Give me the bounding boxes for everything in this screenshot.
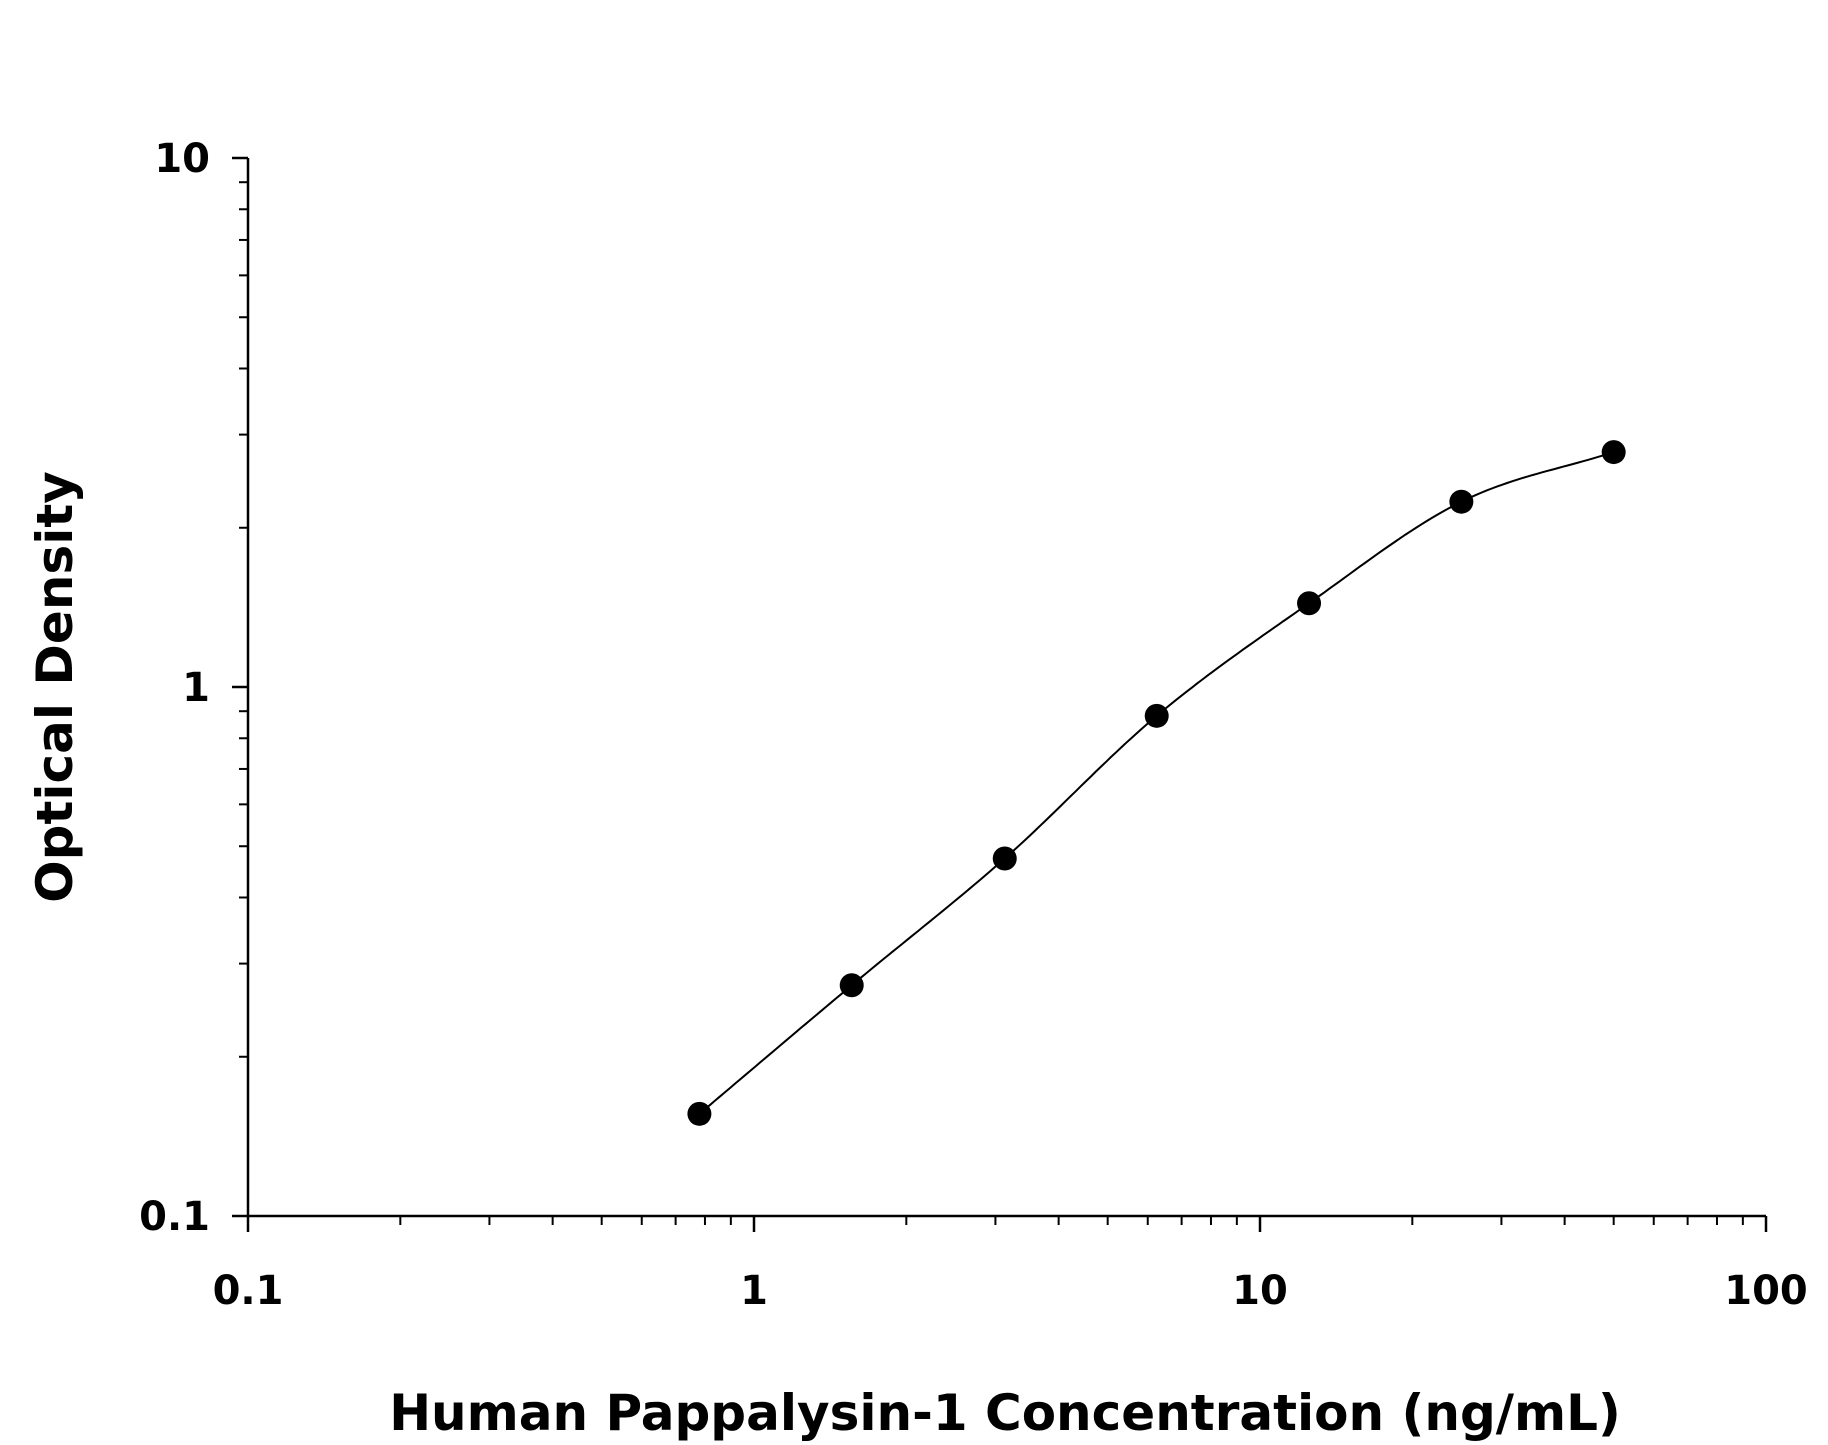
data-point xyxy=(1601,440,1626,465)
y-axis-title: Optical Density xyxy=(26,471,84,903)
x-tick-label: 10 xyxy=(1232,1268,1288,1314)
data-point xyxy=(1144,703,1169,728)
data-point xyxy=(992,846,1017,871)
y-ticks xyxy=(232,156,248,1218)
data-point xyxy=(839,973,864,998)
x-tick-labels: 0.1 1 10 100 xyxy=(213,1268,1808,1314)
data-points xyxy=(687,440,1626,1126)
x-tick-label: 1 xyxy=(740,1268,768,1314)
y-tick-label: 1 xyxy=(182,665,210,711)
y-tick-labels: 0.1 1 10 xyxy=(139,136,210,1240)
y-tick-label: 10 xyxy=(154,136,210,182)
fit-curve xyxy=(698,451,1614,1115)
y-tick-label: 0.1 xyxy=(139,1194,210,1240)
x-axis-title: Human Pappalysin-1 Concentration (ng/mL) xyxy=(389,1384,1621,1442)
data-point xyxy=(1297,591,1322,616)
x-tick-label: 100 xyxy=(1724,1268,1808,1314)
x-ticks xyxy=(246,1216,1768,1232)
axes xyxy=(246,158,1766,1218)
data-point xyxy=(1449,489,1474,514)
data-point xyxy=(687,1101,712,1126)
x-tick-label: 0.1 xyxy=(213,1268,284,1314)
